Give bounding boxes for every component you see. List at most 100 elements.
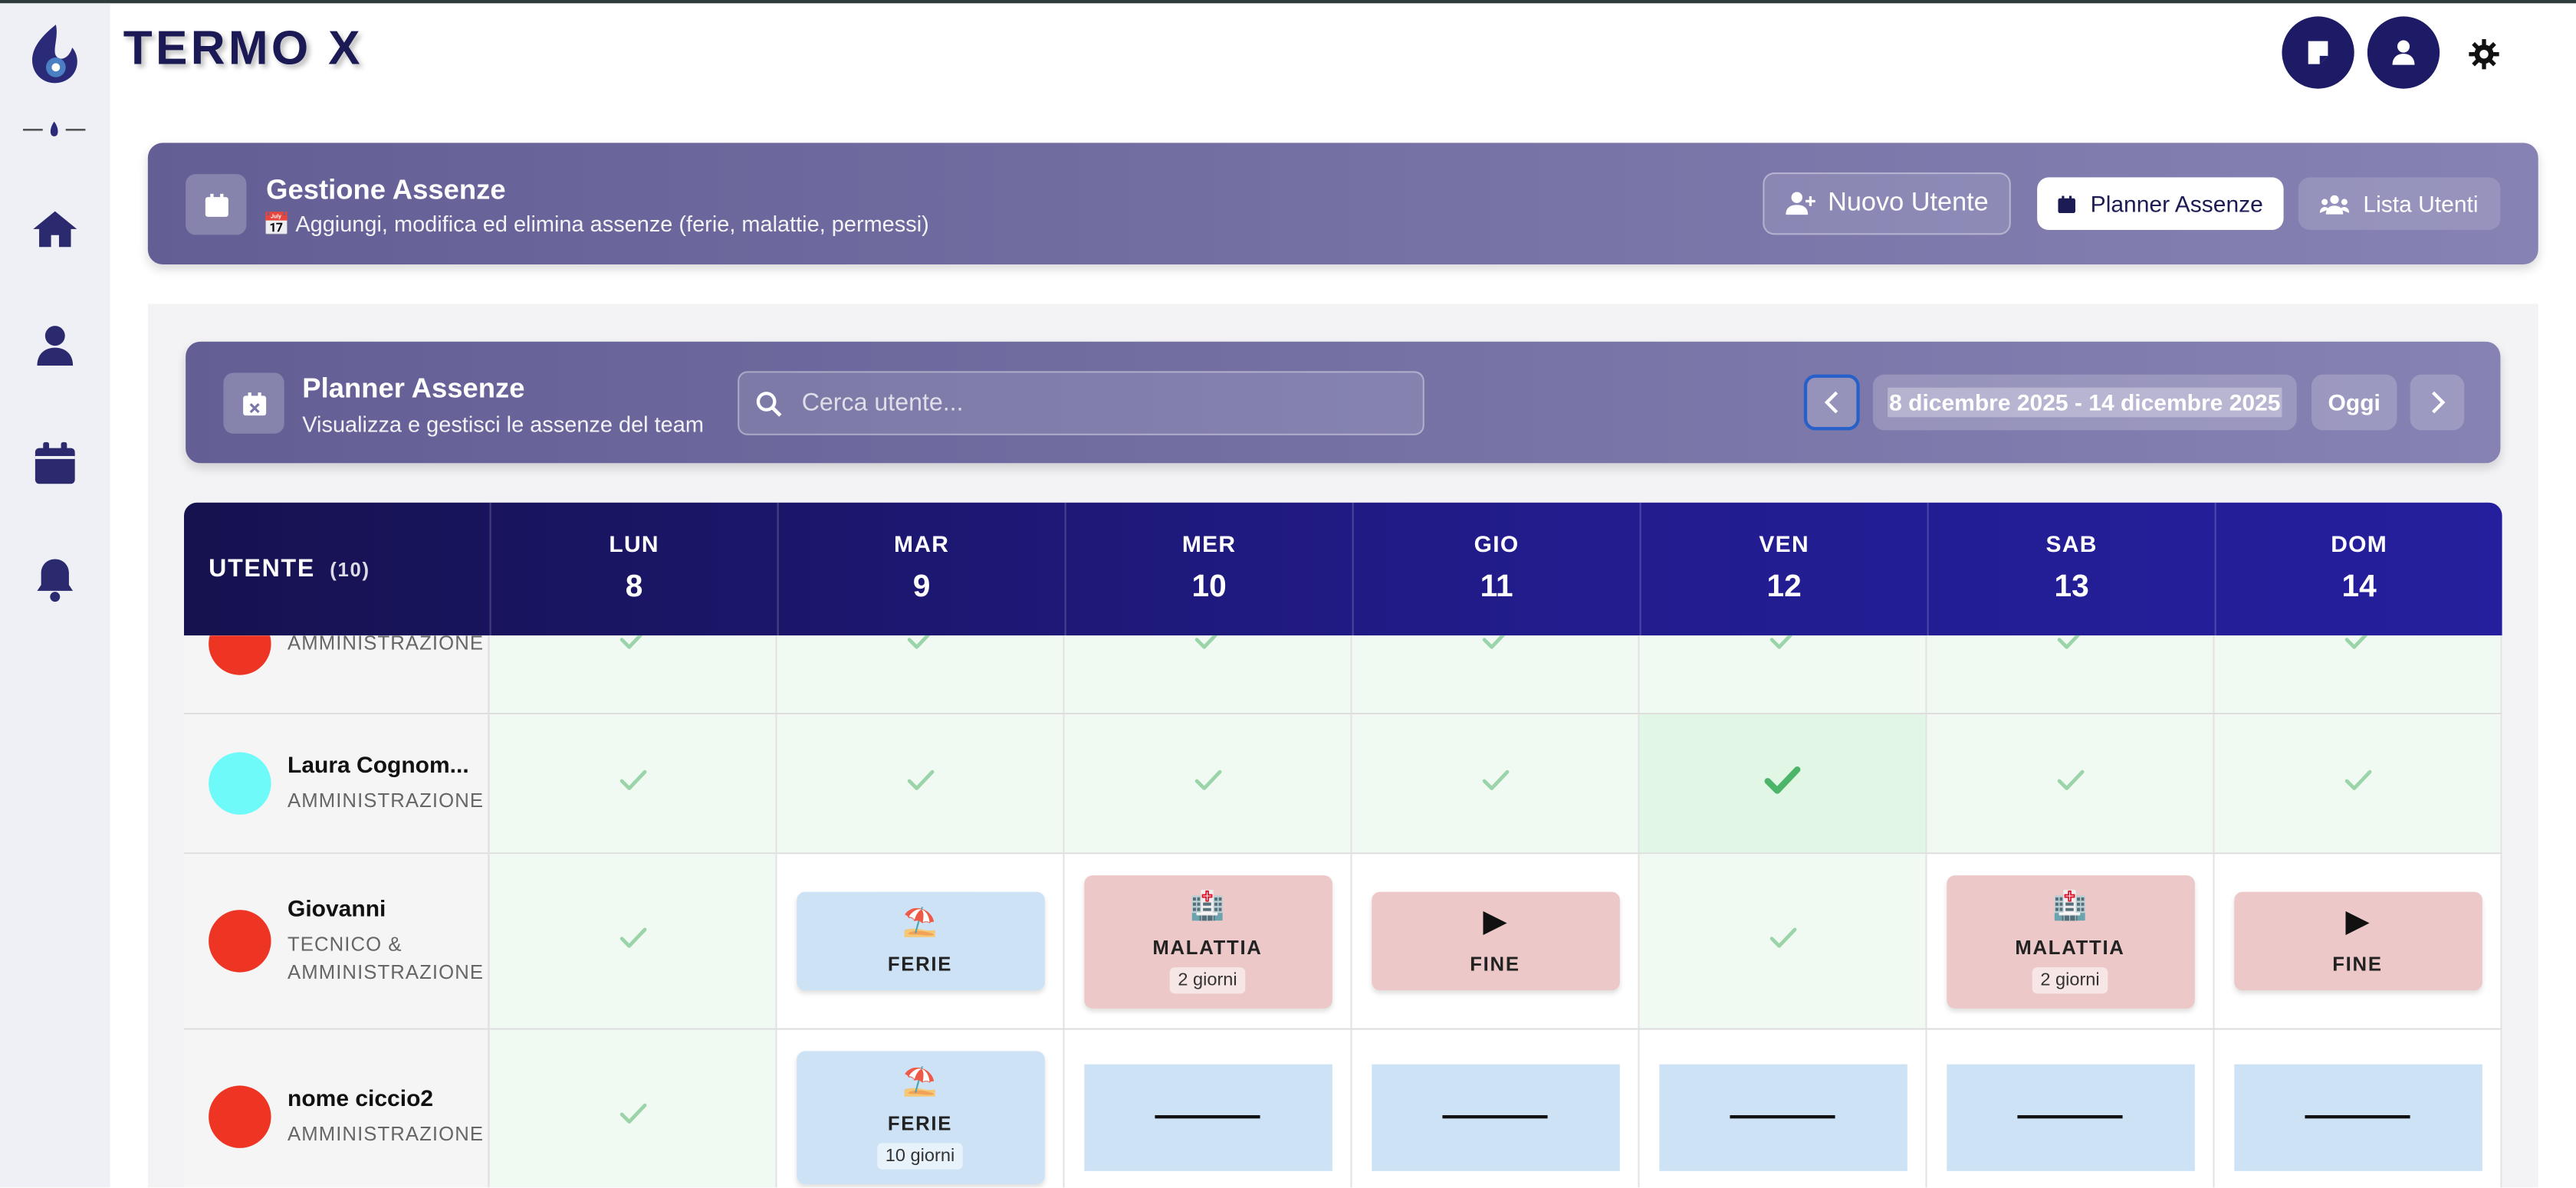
day-cell[interactable]: 🏥 MALATTIA 2 giorni [1927, 854, 2215, 1029]
absence-days: 2 giorni [2032, 966, 2108, 993]
day-cell[interactable] [1927, 635, 2215, 713]
profile-button[interactable] [2367, 16, 2440, 89]
day-cell[interactable] [1639, 854, 1927, 1029]
check-icon [1927, 635, 2213, 658]
day-number: 13 [2054, 569, 2089, 605]
header-card: Gestione Assenze 📅 Aggiungi, modifica ed… [147, 143, 2538, 264]
day-cell[interactable] [489, 714, 777, 853]
check-icon [1640, 635, 1926, 658]
check-icon [490, 635, 776, 658]
day-cell[interactable] [1639, 635, 1927, 713]
user-row: nome ciccio2 AMMINISTRAZIONE ⛱️ FERIE 10 gio… [184, 1029, 2502, 1188]
planner-button[interactable]: Planner Assenze [2037, 177, 2284, 230]
day-cell[interactable] [1640, 1029, 1927, 1188]
user-name: Laura Cognom... [288, 751, 469, 778]
absence-days: 2 giorni [1169, 966, 1246, 993]
day-cell[interactable] [2215, 1029, 2502, 1188]
notes-button[interactable] [2282, 16, 2354, 89]
user-name: Giovanni [288, 894, 386, 922]
absence-days: 10 giorni [877, 1142, 963, 1169]
continuation-line [2017, 1114, 2123, 1119]
date-range[interactable]: 8 dicembre 2025 - 14 dicembre 2025 [1872, 374, 2297, 431]
day-number: 9 [912, 569, 931, 605]
table-body: AMMINISTRAZIONE Laura Cognom... AMMINISTRA… [184, 635, 2502, 1188]
day-cell[interactable] [1352, 635, 1640, 713]
day-cell[interactable] [1352, 1029, 1640, 1188]
user-name: nome ciccio2 [288, 1085, 434, 1111]
search-box[interactable]: Cerca utente... [738, 371, 1424, 435]
day-cell[interactable] [489, 1029, 777, 1188]
day-cell[interactable]: 🏥 MALATTIA 2 giorni [1065, 854, 1352, 1029]
check-icon [2056, 768, 2084, 799]
avatar [209, 635, 271, 675]
day-cell[interactable]: ▶ FINE [1352, 854, 1640, 1029]
day-cell[interactable] [1064, 635, 1352, 713]
avatar [209, 1085, 271, 1148]
day-cell[interactable] [2214, 714, 2502, 853]
day-number: 11 [1480, 569, 1513, 605]
check-icon [2215, 635, 2501, 658]
date-range-text: 8 dicembre 2025 - 14 dicembre 2025 [1887, 387, 2282, 418]
new-user-button[interactable]: Nuovo Utente [1763, 172, 2011, 235]
user-row: Laura Cognom... AMMINISTRAZIONE [184, 714, 2502, 855]
logo [32, 25, 77, 84]
today-button[interactable]: Oggi [2312, 374, 2397, 431]
absence-malattia[interactable]: 🏥 MALATTIA 2 giorni [1083, 875, 1332, 1008]
home-icon[interactable] [31, 205, 79, 253]
day-cell[interactable] [1352, 714, 1640, 853]
day-cell[interactable] [777, 635, 1065, 713]
day-cell[interactable] [1064, 714, 1352, 853]
day-cell[interactable] [1927, 1029, 2215, 1188]
absence-continuation [1946, 1063, 2194, 1170]
user-cell: Laura Cognom... AMMINISTRAZIONE [184, 714, 490, 853]
absence-malattia[interactable]: 🏥 MALATTIA 2 giorni [1946, 875, 2194, 1008]
calendar-icon[interactable] [31, 440, 79, 487]
day-cell[interactable] [1639, 714, 1927, 853]
absence-fine[interactable]: ▶ FINE [2233, 891, 2482, 991]
continuation-line [1730, 1114, 1835, 1119]
prev-week-button[interactable] [1803, 374, 1860, 431]
check-icon [1481, 768, 1509, 799]
absence-continuation [1083, 1063, 1332, 1170]
check-icon [1065, 635, 1351, 658]
day-cell[interactable]: ⛱️ FERIE 10 giorni [777, 1029, 1065, 1188]
day-name: VEN [1759, 530, 1809, 557]
button-label: Planner Assenze [2090, 190, 2263, 217]
user-cell: AMMINISTRAZIONE [184, 635, 490, 713]
user-icon[interactable] [31, 322, 79, 369]
day-cell[interactable] [489, 854, 777, 1029]
user-info: Giovanni TECNICO & AMMINISTRAZIONE [288, 894, 483, 987]
planner-title: Planner Assenze [302, 372, 525, 405]
planner-subtitle: Visualizza e gestisci le assenze del tea… [302, 412, 704, 437]
bell-icon[interactable] [31, 555, 79, 602]
day-cell[interactable] [2214, 635, 2502, 713]
absence-icon: ⛱️ [902, 1065, 938, 1097]
next-week-button[interactable] [2410, 374, 2465, 431]
absence-ferie[interactable]: ⛱️ FERIE [796, 891, 1044, 991]
user-list-button[interactable]: Lista Utenti [2298, 177, 2501, 230]
header-title: Gestione Assenze [266, 174, 506, 205]
absence-fine[interactable]: ▶ FINE [1371, 891, 1619, 991]
user-info: nome ciccio2 AMMINISTRAZIONE [288, 1085, 483, 1149]
absence-continuation [2233, 1063, 2482, 1170]
day-header: DOM 14 [2214, 502, 2502, 636]
day-cell[interactable] [1927, 714, 2215, 853]
check-icon [619, 1101, 646, 1133]
day-cell[interactable] [489, 635, 777, 713]
day-number: 14 [2341, 569, 2377, 605]
day-cell[interactable]: ⛱️ FERIE [777, 854, 1065, 1029]
brand: TERMO X [123, 23, 363, 76]
today-label: Oggi [2328, 389, 2380, 416]
day-cell[interactable] [777, 714, 1065, 853]
check-icon [777, 635, 1063, 658]
day-cell[interactable] [1065, 1029, 1352, 1188]
user-row: Giovanni TECNICO & AMMINISTRAZIONE ⛱️ FERIE… [184, 854, 2502, 1030]
absence-label: FINE [2332, 952, 2383, 976]
check-icon [906, 768, 934, 799]
theme-toggle[interactable] [2468, 38, 2501, 71]
day-number: 12 [1766, 569, 1802, 605]
day-cell[interactable]: ▶ FINE [2215, 854, 2502, 1029]
check-icon [2344, 768, 2371, 799]
absence-ferie[interactable]: ⛱️ FERIE 10 giorni [796, 1050, 1044, 1183]
